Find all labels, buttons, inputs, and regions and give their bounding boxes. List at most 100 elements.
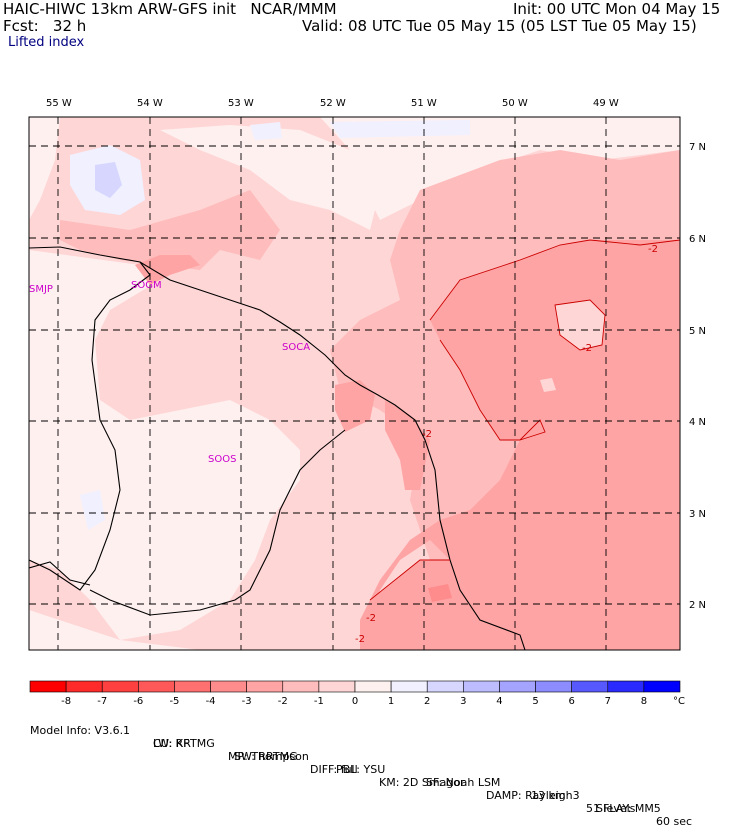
footer-line-2: LW: RRTMG SW: RRTMG DIFF: full KM: 2D Sm… <box>30 724 661 815</box>
field-name: Lifted index <box>8 35 85 50</box>
colorbar-label: 5 <box>532 696 538 707</box>
colorbar: -8 -7 -6 -5 -4 -3 -2 -1 0 1 2 3 4 5 6 7 8 <box>29 680 681 707</box>
lifted-index-field <box>29 117 680 650</box>
colorbar-label: 7 <box>605 696 611 707</box>
colorbar-label: 0 <box>352 696 358 707</box>
footer-km: KM: 2D Smagor <box>379 776 465 789</box>
contour-line-south <box>369 559 450 601</box>
lon-label-49w: 49 W <box>593 98 619 109</box>
colorbar-label: -5 <box>169 696 179 707</box>
shade-0-to-1-land <box>29 250 300 640</box>
contour-label-1: -2 <box>648 244 658 255</box>
lat-label-3n: 3 N <box>689 509 706 520</box>
init-time: Init: 00 UTC Mon 04 May 15 <box>513 0 721 18</box>
colorbar-swatch <box>210 680 247 693</box>
shade-minus3-to-minus2-south <box>360 560 520 650</box>
colorbar-swatch <box>138 680 175 693</box>
contour-label-2: -2 <box>582 343 592 354</box>
colorbar-label: -3 <box>242 696 252 707</box>
shade-minus3-to-minus2-coast-b <box>385 400 430 490</box>
colorbar-swatch <box>246 680 284 693</box>
shade-1-to-2-c <box>330 120 470 138</box>
lat-label-4n: 4 N <box>689 417 706 428</box>
shade-0-to-1-north <box>160 125 380 230</box>
contour-line-east <box>429 239 680 321</box>
colorbar-swatch <box>174 680 211 693</box>
station-sogm: SOGM <box>131 280 162 291</box>
colorbar-label: -1 <box>314 696 324 707</box>
shade-minus3-to-minus2-coast-a <box>335 380 375 432</box>
shade-2-to-3-a <box>95 162 122 198</box>
map-figure: 55 W 54 W 53 W 52 W 51 W 50 W 49 W 7 N 6… <box>28 98 706 707</box>
shade-1-to-2-b <box>250 122 282 140</box>
colorbar-swatch <box>29 680 67 693</box>
station-soos: SOOS <box>208 454 236 465</box>
plot-frame <box>28 116 681 651</box>
colorbar-swatch <box>463 680 500 693</box>
shade-minus3-to-minus2-sogm <box>135 255 200 285</box>
colorbar-label: 6 <box>568 696 574 707</box>
shade-0-to-1-ne <box>320 117 680 220</box>
shade-0-to-1-south <box>29 610 200 650</box>
colorbar-label: -2 <box>278 696 288 707</box>
colorbar-swatch <box>65 680 103 693</box>
footer-damp: DAMP: Rayleigh3 <box>486 789 580 802</box>
border-sw <box>29 561 91 586</box>
colorbar-swatch <box>571 680 609 693</box>
colorbar-label: -7 <box>97 696 107 707</box>
colorbar-swatch <box>426 680 464 693</box>
colorbar-label: -4 <box>206 696 216 707</box>
lat-label-2n: 2 N <box>689 600 706 611</box>
station-smjp: SMJP <box>29 284 53 295</box>
border-suriname-guyana <box>29 261 151 591</box>
lat-label-6n: 6 N <box>689 234 706 245</box>
colorbar-swatch <box>390 680 428 693</box>
station-soca: SOCA <box>282 342 310 353</box>
contour-label-5: -2 <box>355 634 365 645</box>
colorbar-swatch <box>318 680 356 693</box>
lon-label-52w: 52 W <box>320 98 346 109</box>
colorbar-label: -8 <box>61 696 71 707</box>
lon-label-51w: 51 W <box>411 98 437 109</box>
colorbar-label: 8 <box>641 696 647 707</box>
shade-minus4-to-minus3 <box>428 584 452 602</box>
shade-1-to-2-d <box>80 490 105 530</box>
forecast-hour: Fcst: 32 h <box>3 17 87 35</box>
lon-label-53w: 53 W <box>228 98 254 109</box>
border-suriname-french-guiana <box>89 429 346 616</box>
colorbar-swatch <box>499 680 536 693</box>
contour-line-east-b <box>439 339 546 441</box>
footer-sflay: SFLAY: MM5 <box>596 802 661 815</box>
footer-model-info: Model Info: V3.6.1 <box>30 724 131 737</box>
lon-label-55w: 55 W <box>46 98 72 109</box>
lon-label-50w: 50 W <box>502 98 528 109</box>
shade-0-to-1-nw <box>29 117 60 220</box>
lat-label-7n: 7 N <box>689 142 706 153</box>
shade-minus2-to-minus1-north <box>60 190 280 270</box>
colorbar-label: 2 <box>424 696 430 707</box>
footer-lw: LW: RRTMG <box>153 737 215 750</box>
lat-label-5n: 5 N <box>689 326 706 337</box>
footer-timestep: 60 sec <box>656 815 693 828</box>
colorbar-label: 1 <box>388 696 394 707</box>
colorbar-swatch <box>643 680 681 693</box>
colorbar-swatch <box>282 680 320 693</box>
colorbar-label: -6 <box>133 696 143 707</box>
footer-sw: SW: RRTMG <box>234 750 298 763</box>
shade-hole-small <box>540 378 556 392</box>
lon-label-54w: 54 W <box>137 98 163 109</box>
contour-label-3: -2 <box>422 429 432 440</box>
colorbar-swatch <box>607 680 645 693</box>
title-left: HAIC-HIWC 13km ARW-GFS init NCAR/MMM <box>3 0 337 18</box>
lat-lon-grid <box>29 117 680 650</box>
contour-minus2 <box>369 239 680 601</box>
shade-hole-east <box>555 300 605 350</box>
colorbar-label: 3 <box>460 696 466 707</box>
footer-diff: DIFF: full <box>310 763 358 776</box>
valid-time: Valid: 08 UTC Tue 05 May 15 (05 LST Tue … <box>302 17 697 35</box>
colorbar-swatch <box>354 680 392 693</box>
coastline-borders <box>29 246 526 650</box>
colorbar-label: 4 <box>496 696 502 707</box>
colorbar-swatch <box>535 680 572 693</box>
contour-hole <box>554 299 606 351</box>
